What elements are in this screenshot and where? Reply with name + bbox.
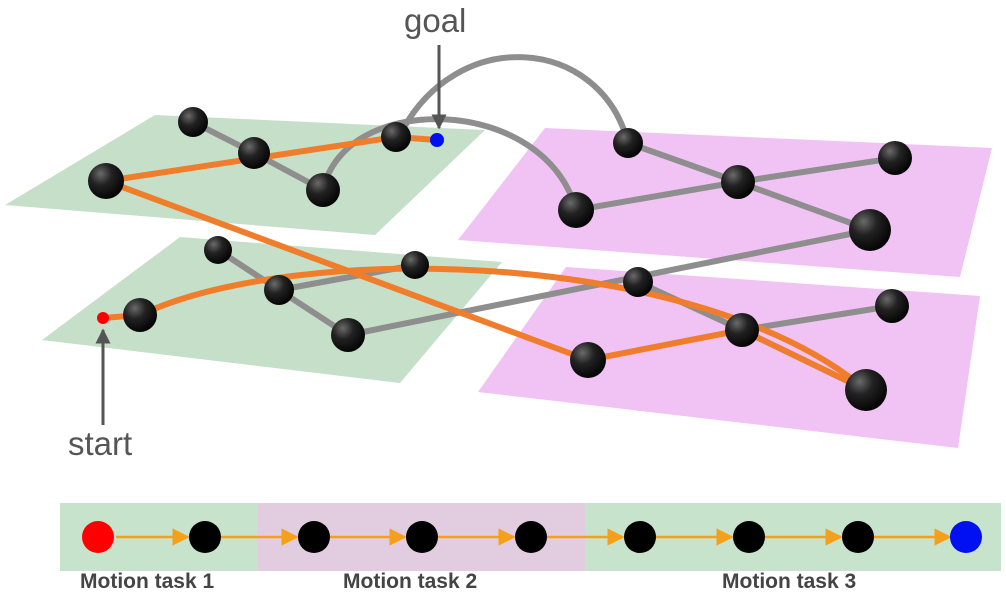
- sequence-node: [515, 521, 547, 553]
- start-label: start: [68, 425, 133, 462]
- goal-node: [430, 133, 444, 147]
- sequence-node: [733, 521, 765, 553]
- plane-green-upper: [5, 115, 485, 235]
- sequence-node: [189, 521, 221, 553]
- task-sequence-nodes: [82, 521, 982, 553]
- sequence-node: [624, 521, 656, 553]
- sequence-node: [842, 521, 874, 553]
- sequence-start-node: [82, 521, 114, 553]
- start-node: [97, 312, 109, 324]
- sequence-node: [298, 521, 330, 553]
- goal-label: goal: [404, 2, 467, 39]
- task-label-1: Motion task 1: [80, 570, 215, 593]
- task-label-3: Motion task 3: [722, 570, 857, 593]
- sequence-node: [406, 521, 438, 553]
- plane-green-lower: [42, 237, 502, 383]
- roadmap-nodes: [88, 107, 912, 411]
- task-label-2: Motion task 2: [343, 570, 478, 593]
- sequence-goal-node: [950, 521, 982, 553]
